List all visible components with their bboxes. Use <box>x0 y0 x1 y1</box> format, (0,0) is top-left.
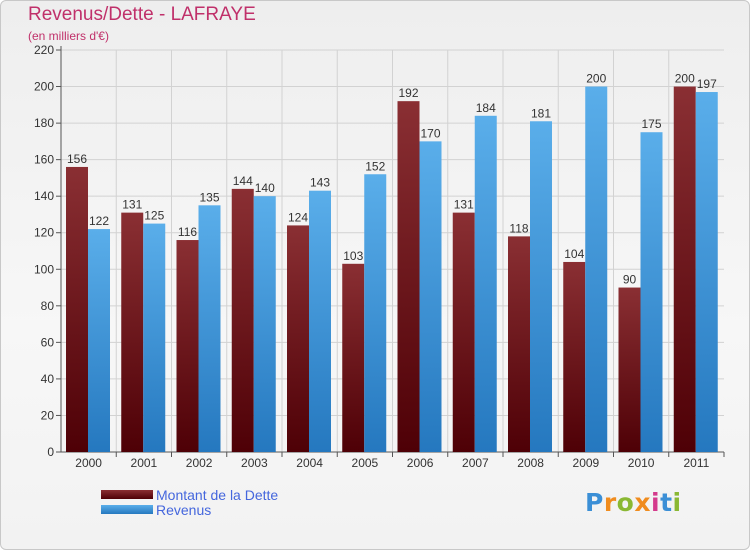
data-label: 200 <box>586 72 606 86</box>
bar-dette <box>397 101 420 452</box>
data-label: 192 <box>398 86 418 100</box>
data-label: 116 <box>178 225 197 239</box>
bar-dette <box>66 166 88 453</box>
x-tick-label: 2001 <box>131 456 158 470</box>
data-label: 140 <box>255 181 275 195</box>
y-tick-label: 180 <box>34 116 54 130</box>
x-tick-label: 2009 <box>573 456 600 470</box>
bar-dette <box>121 212 144 452</box>
logo-letter: P <box>585 488 604 517</box>
y-tick-label: 60 <box>41 335 55 349</box>
axes: 0 20 40 60 80 100 120 140 160 180 200 220 2000 2001 20… <box>34 43 725 470</box>
data-label: 197 <box>697 77 717 91</box>
data-label: 143 <box>310 176 330 190</box>
bar-dette <box>563 261 586 452</box>
data-label: 125 <box>144 209 164 223</box>
chart-subtitle: (en milliers d'€) <box>28 29 109 43</box>
bar-revenus <box>143 223 166 452</box>
grid-lines <box>61 49 724 452</box>
legend-label-revenus: Revenus <box>156 502 212 518</box>
bar-dette <box>452 212 475 452</box>
bar-dette <box>231 188 254 452</box>
y-tick-label: 80 <box>41 299 55 313</box>
y-tick-label: 220 <box>34 43 54 57</box>
legend-label-debt: Montant de la Dette <box>156 487 279 503</box>
y-tick-label: 120 <box>34 226 54 240</box>
data-label: 175 <box>641 117 661 131</box>
legend-swatch-debt <box>101 490 153 499</box>
y-tick-label: 200 <box>34 80 54 94</box>
x-tick-label: 2002 <box>186 456 213 470</box>
data-label: 118 <box>509 221 528 235</box>
data-label: 122 <box>89 214 109 228</box>
bar-revenus <box>309 190 331 452</box>
x-tick-label: 2006 <box>407 456 434 470</box>
bar-dette <box>508 236 530 452</box>
x-tick-label: 2007 <box>462 456 489 470</box>
data-label: 144 <box>233 174 253 188</box>
data-label: 124 <box>288 210 308 224</box>
bar-revenus <box>530 121 552 452</box>
legend-swatch-revenus <box>101 505 153 514</box>
logo-letter: r <box>603 488 617 517</box>
bar-revenus <box>253 196 276 452</box>
logo-letter: i <box>672 488 682 517</box>
x-tick-label: 2010 <box>628 456 655 470</box>
y-tick-label: 40 <box>41 372 55 386</box>
data-label: 184 <box>476 101 496 115</box>
data-label: 135 <box>199 190 219 204</box>
bar-revenus <box>585 86 608 452</box>
data-label: 131 <box>454 198 474 212</box>
x-tick-label: 2003 <box>241 456 268 470</box>
bar-revenus <box>474 115 497 453</box>
bar-revenus <box>364 174 387 452</box>
data-label: 131 <box>122 198 142 212</box>
y-tick-label: 0 <box>47 445 54 459</box>
x-tick-label: 2011 <box>683 456 709 470</box>
bar-dette <box>342 263 365 452</box>
bar-dette <box>287 225 309 452</box>
data-label: 156 <box>67 152 87 166</box>
y-tick-label: 100 <box>34 262 54 276</box>
data-label: 152 <box>365 159 385 173</box>
x-tick-label: 2000 <box>75 456 102 470</box>
bars <box>66 86 718 453</box>
bar-revenus <box>640 132 663 452</box>
proxiti-logo: Proxiti <box>585 488 682 517</box>
logo-letter: o <box>616 488 635 517</box>
x-tick-label: 2005 <box>352 456 379 470</box>
data-label: 170 <box>420 126 440 140</box>
y-tick-label: 140 <box>34 189 54 203</box>
y-tick-label: 160 <box>34 153 54 167</box>
data-label: 90 <box>623 273 637 287</box>
logo-letter: t <box>660 488 673 517</box>
bar-revenus <box>198 205 221 452</box>
bar-dette <box>618 287 641 452</box>
bar-dette <box>176 240 199 452</box>
data-label: 181 <box>531 106 551 120</box>
bar-revenus <box>88 229 110 452</box>
bar-dette <box>673 86 696 452</box>
bar-revenus <box>419 141 442 452</box>
data-labels: 1561221311251161351441401241431031521921… <box>67 72 717 287</box>
logo-letter: x <box>634 488 651 517</box>
x-tick-label: 2008 <box>517 456 544 470</box>
data-label: 104 <box>564 247 584 261</box>
y-tick-label: 20 <box>41 408 55 422</box>
x-tick-label: 2004 <box>296 456 323 470</box>
data-label: 200 <box>675 72 695 86</box>
bar-revenus <box>695 92 718 452</box>
chart-title: Revenus/Dette - LAFRAYE <box>28 4 256 25</box>
data-label: 103 <box>343 249 363 263</box>
logo-letter: i <box>651 488 661 517</box>
